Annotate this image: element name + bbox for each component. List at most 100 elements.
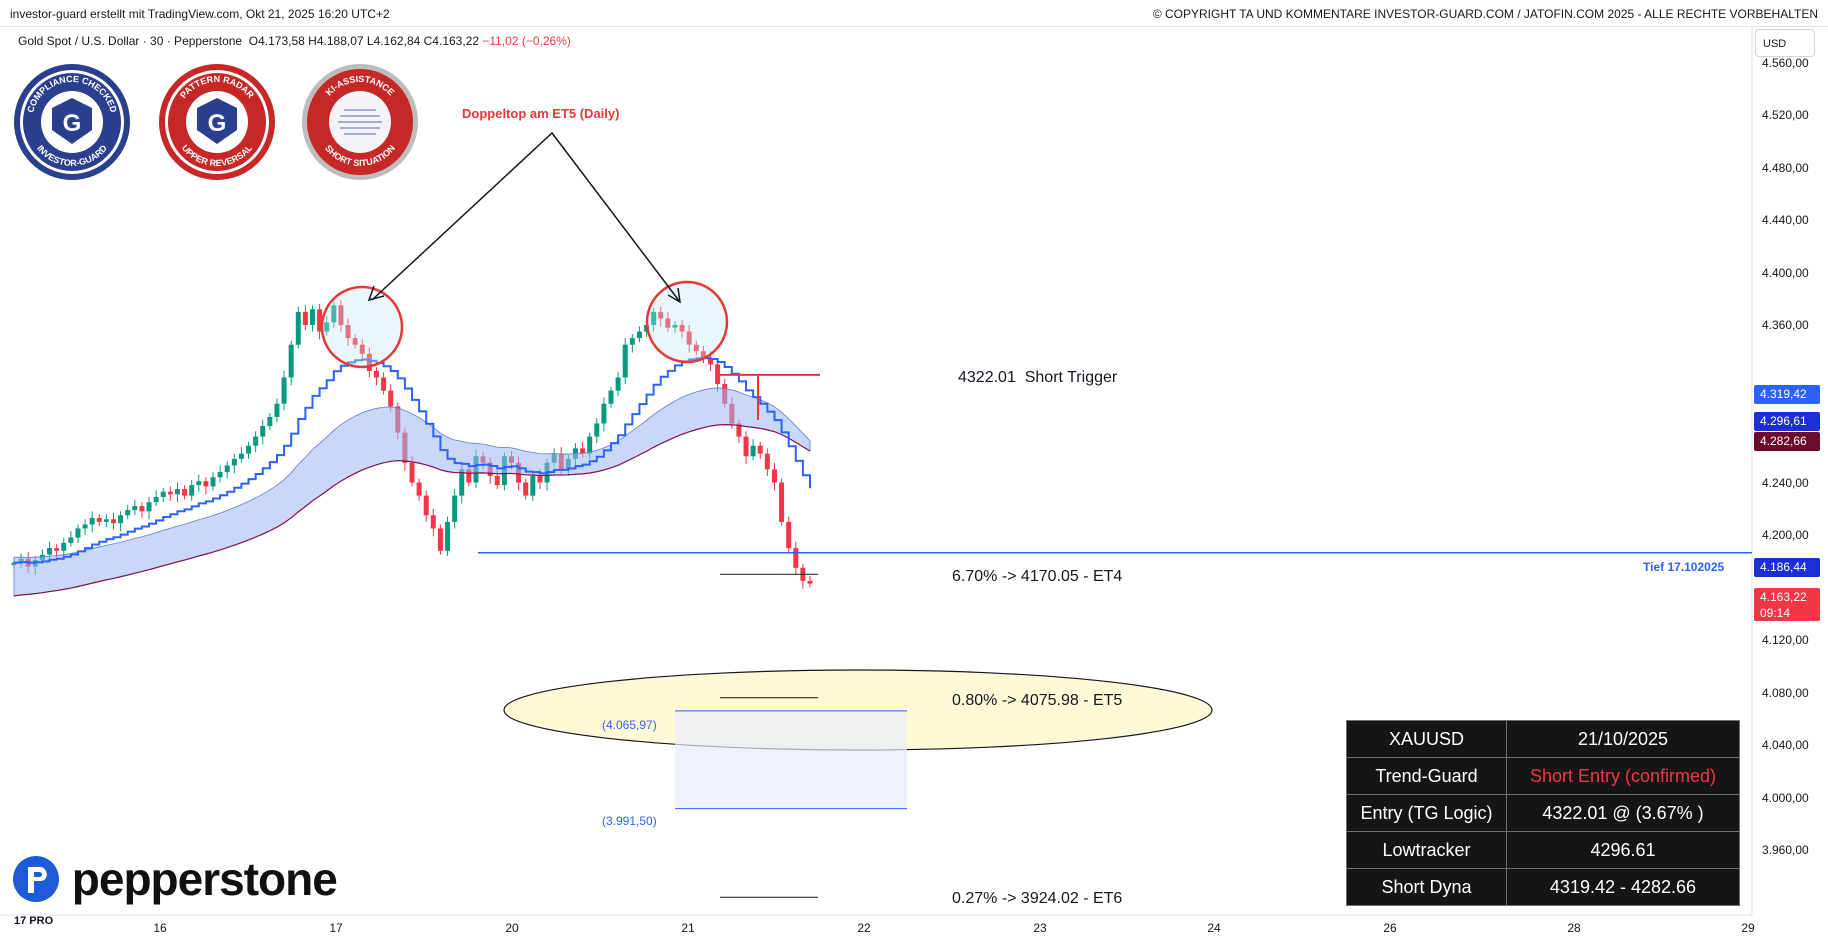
candle-body xyxy=(317,309,323,332)
ohlc-open: O4.173,58 xyxy=(248,34,305,48)
candle-body xyxy=(530,475,536,496)
candle-body xyxy=(430,515,436,529)
candle-body xyxy=(608,390,614,404)
candle-body xyxy=(274,403,280,417)
candle-body xyxy=(302,311,308,325)
symbol-legend[interactable]: Gold Spot / U.S. Dollar · 30 · Peppersto… xyxy=(18,34,571,48)
candle-body xyxy=(75,528,81,538)
header-bar: investor-guard erstellt mit TradingView.… xyxy=(0,0,1828,27)
currency-selector[interactable]: USD xyxy=(1755,29,1815,57)
ohlc-high: H4.188,07 xyxy=(308,34,364,48)
pattern-annotation: Doppeltop am ET5 (Daily) xyxy=(462,106,620,121)
candle-body xyxy=(700,351,706,358)
candle-body xyxy=(771,469,777,483)
candle-body xyxy=(629,338,635,345)
candle-body xyxy=(54,548,60,551)
ma-line-maroon xyxy=(13,424,811,597)
candle-body xyxy=(686,331,692,345)
candle-body xyxy=(437,528,443,551)
compliance-badge-icon: G COMPLIANCE CHECKED INVESTOR-GUARD xyxy=(14,64,130,180)
price-tick-label: 4.440,00 xyxy=(1762,213,1809,227)
et4-label: 6.70% -> 4170.05 - ET4 xyxy=(952,568,1123,585)
time-tick-label: 20 xyxy=(505,921,519,935)
candle-body xyxy=(338,305,344,325)
table-key: Short Dyna xyxy=(1346,868,1507,906)
header-left-text: investor-guard erstellt mit TradingView.… xyxy=(10,7,390,21)
candle-body xyxy=(636,331,642,339)
candle-body xyxy=(373,370,379,378)
pattern-arrows xyxy=(371,131,681,303)
table-row: Trend-Guard Short Entry (confirmed) xyxy=(1346,757,1740,795)
double-top-circle-right xyxy=(645,280,729,364)
time-tick-label: 23 xyxy=(1033,921,1047,935)
candle-body xyxy=(537,475,543,483)
tief-label: Tief 17.102025 xyxy=(1643,560,1725,574)
candle-body xyxy=(764,453,770,470)
candle-body xyxy=(224,465,230,472)
price-tick-label: 4.520,00 xyxy=(1762,108,1809,122)
candle-body xyxy=(281,377,287,404)
candle-body xyxy=(757,445,763,454)
box-bottom-label: (3.991,50) xyxy=(602,814,657,828)
candle-body xyxy=(587,436,593,454)
candle-body xyxy=(352,338,358,345)
candle-body xyxy=(601,403,607,424)
trend-guard-table: XAUUSD 21/10/2025 Trend-Guard Short Entr… xyxy=(1346,720,1740,906)
price-tick-label: 4.120,00 xyxy=(1762,633,1809,647)
candle-body xyxy=(68,537,74,543)
lowtracker-step-line xyxy=(14,357,811,564)
price-tick-label: 4.560,00 xyxy=(1762,55,1809,70)
candle-body xyxy=(253,436,259,446)
candle-body xyxy=(658,311,664,319)
candle-body xyxy=(345,325,351,339)
candle-body xyxy=(267,416,273,427)
pepperstone-wordmark: pepperstone xyxy=(71,853,338,905)
candle-body xyxy=(381,377,387,391)
candle-body xyxy=(61,542,67,551)
tradingview-logo: 17 PRO xyxy=(14,915,54,927)
candle-body xyxy=(388,390,394,407)
candle-body xyxy=(210,477,216,487)
table-key: Trend-Guard xyxy=(1346,757,1507,795)
candle-body xyxy=(182,489,188,496)
candle-body xyxy=(153,496,159,503)
target-box xyxy=(675,710,907,809)
price-tick-label: 4.040,00 xyxy=(1762,738,1809,752)
candle-body xyxy=(807,580,813,584)
candle-body xyxy=(736,423,742,437)
candle-body xyxy=(174,489,180,495)
table-row: XAUUSD 21/10/2025 xyxy=(1346,720,1740,758)
candle-body xyxy=(260,426,266,437)
pepperstone-logo: pepperstone xyxy=(12,852,338,906)
time-tick-label: 21 xyxy=(681,921,695,935)
pepperstone-mark-icon xyxy=(13,856,59,902)
candle-body xyxy=(423,495,429,516)
candle-body xyxy=(452,495,458,522)
candle-body xyxy=(196,481,202,486)
candle-body xyxy=(331,305,337,323)
candle-body xyxy=(295,311,301,345)
badge-letter: G xyxy=(208,110,227,137)
candle-body xyxy=(189,485,195,496)
candle-body xyxy=(409,462,415,483)
candle-body xyxy=(103,519,109,522)
candle-body xyxy=(580,448,586,454)
table-value: 4322.01 @ (3.67% ) xyxy=(1506,794,1740,832)
time-tick-label: 29 xyxy=(1741,921,1755,935)
ki-assistance-badge-icon: KI-ASSISTANCE SHORT SITUATION xyxy=(302,64,418,180)
ohlc-change: −11,02 (−0,26%) xyxy=(482,34,571,48)
candle-body xyxy=(217,472,223,478)
candle-body xyxy=(89,517,95,525)
pattern-radar-badge-icon: G PATTERN RADAR UPPER REVERSAL xyxy=(159,64,275,180)
et5-label: 0.80% -> 4075.98 - ET5 xyxy=(952,692,1123,709)
candle-body xyxy=(615,377,621,391)
candle-body xyxy=(679,325,685,332)
candle-body xyxy=(622,344,628,378)
candle-body xyxy=(310,309,315,325)
table-row: Short Dyna 4319.42 - 4282.66 xyxy=(1346,868,1740,906)
candle-body xyxy=(167,491,173,495)
price-tick-label: 4.200,00 xyxy=(1762,528,1809,542)
candle-body xyxy=(160,491,166,497)
candle-body xyxy=(416,482,422,496)
